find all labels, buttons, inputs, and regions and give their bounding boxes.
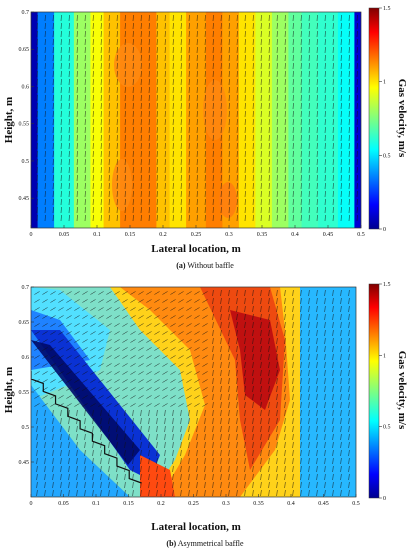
panel-a-y-tick-label: 0.65 xyxy=(19,47,30,53)
panel-b-y-tick-label: 0.65 xyxy=(19,320,30,326)
panel-a-x-tick-label: 0.1 xyxy=(93,232,101,238)
panel-a-colorbar-tick-label: 0.5 xyxy=(383,153,391,159)
panel-a-x-tick-label: 0.2 xyxy=(159,232,167,238)
panel-a-x-tick-label: 0.15 xyxy=(125,232,136,238)
panel-a-colorbar-ticks: 0 0.5 1 1.5 xyxy=(379,6,391,233)
panel-b-colorbar-tick-label: 0.5 xyxy=(383,425,391,431)
panel-a-velocity-band xyxy=(54,12,74,228)
panel-b-x-tick-label: 0.3 xyxy=(222,501,230,507)
panel-b-colorbar xyxy=(369,284,379,498)
panel-b-colorbar-tick-label: 1.5 xyxy=(383,282,391,288)
panel-a-x-tick-label: 0 xyxy=(30,232,33,238)
panel-b-y-tick-label: 0.55 xyxy=(19,390,30,396)
panel-a-y-tick-label: 0.55 xyxy=(19,122,30,128)
panel-a-velocity-band xyxy=(74,12,91,228)
panel-a-velocity-band xyxy=(156,12,170,228)
panel-a: 0 0.05 0.1 0.15 0.2 0.25 0.3 0.35 0.4 0.45 0.5 0.4… xyxy=(3,6,408,270)
panel-a-colorbar xyxy=(369,8,379,229)
panel-b-colorbar-ticks: 0 0.5 1 1.5 xyxy=(379,282,391,502)
panel-a-velocity-bands xyxy=(31,12,362,228)
panel-b-x-tick-label: 0.15 xyxy=(123,501,134,507)
panel-a-x-tick-label: 0.5 xyxy=(357,232,365,238)
panel-b-y-tick-label: 0.7 xyxy=(22,285,30,291)
panel-a-velocity-band xyxy=(140,12,157,228)
panel-b-caption: (b) Asymmetrical baffle xyxy=(166,539,244,548)
panel-a-velocity-band xyxy=(288,12,302,228)
panel-b-x-tick-label: 0.2 xyxy=(157,501,165,507)
panel-b-y-tick-label: 0.45 xyxy=(19,460,30,466)
panel-a-velocity-band xyxy=(90,12,104,228)
panel-b-x-tick-label: 0 xyxy=(30,501,33,507)
panel-a-x-tick-label: 0.05 xyxy=(59,232,70,238)
panel-b: 0 0.05 0.1 0.15 0.2 0.25 0.3 0.35 0.4 0.45 0.5 0.4… xyxy=(3,282,408,548)
panel-a-velocity-band xyxy=(170,12,187,228)
panel-a-x-tick-label: 0.25 xyxy=(191,232,202,238)
panel-a-velocity-band xyxy=(338,12,355,228)
panel-a-velocity-band xyxy=(255,12,272,228)
panel-b-colorbar-label: Gas velocity, m/s xyxy=(396,351,408,430)
panel-b-x-tick-label: 0.45 xyxy=(318,501,329,507)
panel-a-x-axis-label: Lateral location, m xyxy=(151,243,241,255)
panel-a-y-tick-label: 0.5 xyxy=(22,159,30,165)
panel-a-caption: (a) Without baffle xyxy=(176,261,234,270)
panel-a-y-tick-label: 0.6 xyxy=(22,84,30,90)
panel-a-velocity-band xyxy=(318,12,338,228)
panel-a-y-tick-label: 0.45 xyxy=(19,196,30,202)
panel-b-x-tick-label: 0.35 xyxy=(253,501,264,507)
panel-a-y-axis-label: Height, m xyxy=(3,97,15,143)
panel-a-colorbar-label: Gas velocity, m/s xyxy=(396,79,408,158)
panel-b-y-tick-label: 0.5 xyxy=(22,425,30,431)
panel-a-x-tick-label: 0.3 xyxy=(225,232,233,238)
panel-b-colorbar-tick-label: 1 xyxy=(383,353,386,359)
panel-a-y-tick-label: 0.7 xyxy=(22,10,30,16)
panel-b-x-tick-label: 0.05 xyxy=(58,501,69,507)
panel-b-x-tick-label: 0.4 xyxy=(287,501,295,507)
panel-b-y-tick-label: 0.6 xyxy=(22,355,30,361)
panel-b-x-tick-label: 0.1 xyxy=(92,501,100,507)
panel-a-velocity-band xyxy=(272,12,289,228)
panel-a-colorbar-tick-label: 1.5 xyxy=(383,6,391,12)
panel-b-x-tick-label: 0.5 xyxy=(352,501,360,507)
panel-a-colorbar-tick-label: 1 xyxy=(383,80,386,86)
panel-a-x-tick-label: 0.45 xyxy=(323,232,334,238)
panel-a-velocity-band xyxy=(302,12,319,228)
panel-a-velocity-band xyxy=(354,12,361,228)
panel-a-velocity-band xyxy=(38,12,55,228)
panel-a-colorbar-tick-label: 0 xyxy=(383,227,386,233)
panel-b-x-tick-label: 0.25 xyxy=(188,501,199,507)
panel-b-x-axis-label: Lateral location, m xyxy=(151,521,241,533)
panel-b-colorbar-tick-label: 0 xyxy=(383,496,386,502)
panel-b-velocity-regions xyxy=(31,287,356,497)
panel-a-x-tick-label: 0.35 xyxy=(257,232,268,238)
panel-b-y-axis-label: Height, m xyxy=(3,367,15,413)
panel-a-x-tick-label: 0.4 xyxy=(291,232,299,238)
